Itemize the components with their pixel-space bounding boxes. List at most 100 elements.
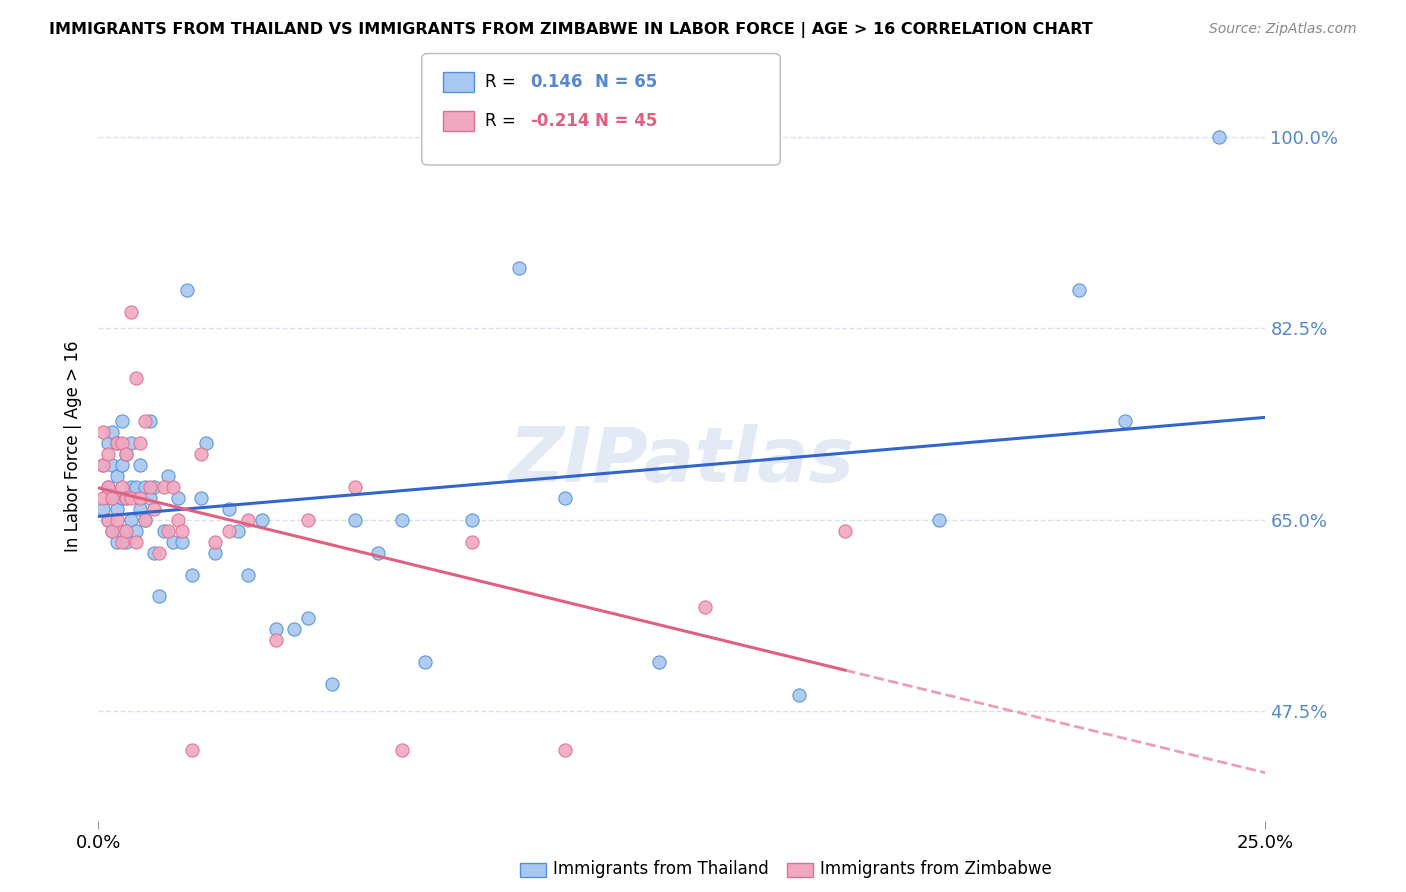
Point [928, 513, 950, 527]
Point [176, 283, 198, 297]
Point [120, 491, 142, 505]
Point [105, 502, 128, 516]
Point [97, 436, 120, 450]
Point [101, 491, 124, 505]
Point [172, 534, 194, 549]
Point [321, 677, 343, 691]
Point [134, 480, 156, 494]
Point [111, 480, 134, 494]
Point [125, 524, 148, 538]
Point [129, 458, 152, 472]
Point [204, 534, 226, 549]
Point [105, 513, 128, 527]
Point [236, 513, 259, 527]
Point [264, 633, 287, 648]
Text: R =: R = [485, 112, 522, 130]
Point [125, 480, 148, 494]
Point [101, 458, 124, 472]
Point [391, 742, 413, 756]
Text: R =: R = [485, 73, 522, 91]
Point [120, 305, 142, 319]
Point [166, 513, 188, 527]
Point [647, 655, 669, 669]
Point [218, 524, 240, 538]
Point [105, 469, 128, 483]
Point [834, 524, 856, 538]
Point [91, 458, 114, 472]
Point [344, 513, 367, 527]
Point [91, 425, 114, 440]
Point [125, 534, 148, 549]
Point [695, 600, 717, 615]
Point [1067, 283, 1090, 297]
Point [787, 688, 810, 702]
Point [172, 524, 194, 538]
Text: N = 45: N = 45 [595, 112, 657, 130]
Point [190, 491, 212, 505]
Point [111, 524, 134, 538]
Point [236, 567, 259, 582]
Point [1208, 130, 1230, 145]
Point [125, 370, 148, 384]
Point [554, 742, 576, 756]
Point [162, 534, 184, 549]
Point [180, 567, 202, 582]
Text: Immigrants from Zimbabwe: Immigrants from Zimbabwe [820, 860, 1052, 878]
Point [97, 513, 120, 527]
Point [148, 590, 170, 604]
Text: Immigrants from Thailand: Immigrants from Thailand [553, 860, 768, 878]
Point [115, 447, 138, 461]
Point [391, 513, 413, 527]
Point [139, 491, 162, 505]
Point [134, 513, 156, 527]
Point [297, 513, 319, 527]
Point [162, 480, 184, 494]
Point [111, 491, 134, 505]
Point [120, 513, 142, 527]
Point [143, 546, 166, 560]
Point [129, 436, 152, 450]
Text: Source: ZipAtlas.com: Source: ZipAtlas.com [1209, 22, 1357, 37]
Text: 0.146: 0.146 [530, 73, 582, 91]
Point [139, 480, 162, 494]
Point [190, 447, 212, 461]
Point [101, 425, 124, 440]
Point [250, 513, 273, 527]
Point [115, 491, 138, 505]
Point [148, 546, 170, 560]
Point [97, 447, 120, 461]
Point [115, 447, 138, 461]
Point [120, 436, 142, 450]
Point [228, 524, 250, 538]
Point [97, 480, 120, 494]
Point [129, 502, 152, 516]
Point [461, 513, 484, 527]
Text: -0.214: -0.214 [530, 112, 589, 130]
Point [111, 458, 134, 472]
Point [111, 534, 134, 549]
Y-axis label: In Labor Force | Age > 16: In Labor Force | Age > 16 [65, 340, 83, 552]
Point [120, 480, 142, 494]
Point [111, 436, 134, 450]
Point [101, 524, 124, 538]
Point [508, 261, 530, 276]
Point [413, 655, 436, 669]
Point [101, 491, 124, 505]
Text: IMMIGRANTS FROM THAILAND VS IMMIGRANTS FROM ZIMBABWE IN LABOR FORCE | AGE > 16 C: IMMIGRANTS FROM THAILAND VS IMMIGRANTS F… [49, 22, 1092, 38]
Point [297, 611, 319, 625]
Point [105, 534, 128, 549]
Point [1114, 414, 1136, 428]
Point [139, 414, 162, 428]
Point [157, 469, 180, 483]
Point [97, 480, 120, 494]
Point [157, 524, 180, 538]
Point [105, 436, 128, 450]
Point [461, 534, 484, 549]
Point [105, 436, 128, 450]
Point [166, 491, 188, 505]
Point [283, 622, 305, 636]
Point [134, 414, 156, 428]
Point [204, 546, 226, 560]
Point [91, 491, 114, 505]
Point [97, 513, 120, 527]
